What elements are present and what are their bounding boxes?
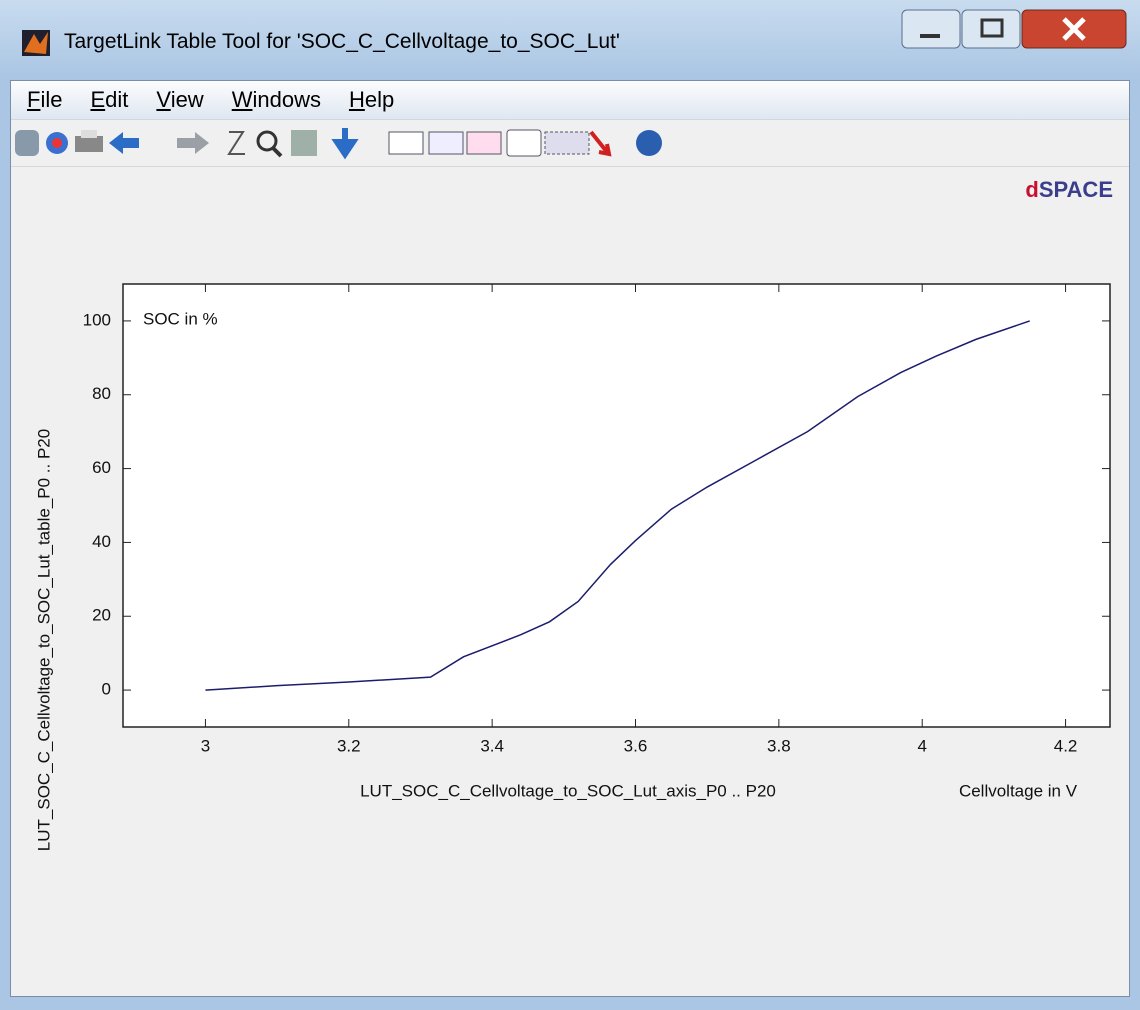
- y-tick-label: 100: [83, 310, 111, 329]
- x-tick-label: 4: [917, 736, 926, 755]
- plot-area: [123, 284, 1110, 727]
- y-axis-label: LUT_SOC_C_Cellvoltage_to_SOC_Lut_table_P…: [34, 429, 53, 851]
- y-tick-label: 60: [92, 458, 111, 477]
- x-axis-label: LUT_SOC_C_Cellvoltage_to_SOC_Lut_axis_P0…: [360, 781, 776, 800]
- app-window: TargetLink Table Tool for 'SOC_C_Cellvol…: [0, 0, 1140, 1010]
- y-tick-label: 0: [102, 680, 111, 699]
- y-tick-label: 80: [92, 384, 111, 403]
- y-tick-label: 40: [92, 532, 111, 551]
- x-tick-label: 3.6: [624, 736, 648, 755]
- x-tick-label: 3.8: [767, 736, 791, 755]
- y-tick-label: 20: [92, 606, 111, 625]
- chart: SOC in % LUT_SOC_C_Cellvoltage_to_SOC_Lu…: [0, 0, 1140, 1010]
- x-tick-label: 4.2: [1054, 736, 1078, 755]
- x-unit-label: Cellvoltage in V: [959, 781, 1078, 800]
- annotation: SOC in %: [143, 309, 218, 328]
- x-tick-label: 3.2: [337, 736, 361, 755]
- x-tick-label: 3: [201, 736, 210, 755]
- x-tick-label: 3.4: [480, 736, 504, 755]
